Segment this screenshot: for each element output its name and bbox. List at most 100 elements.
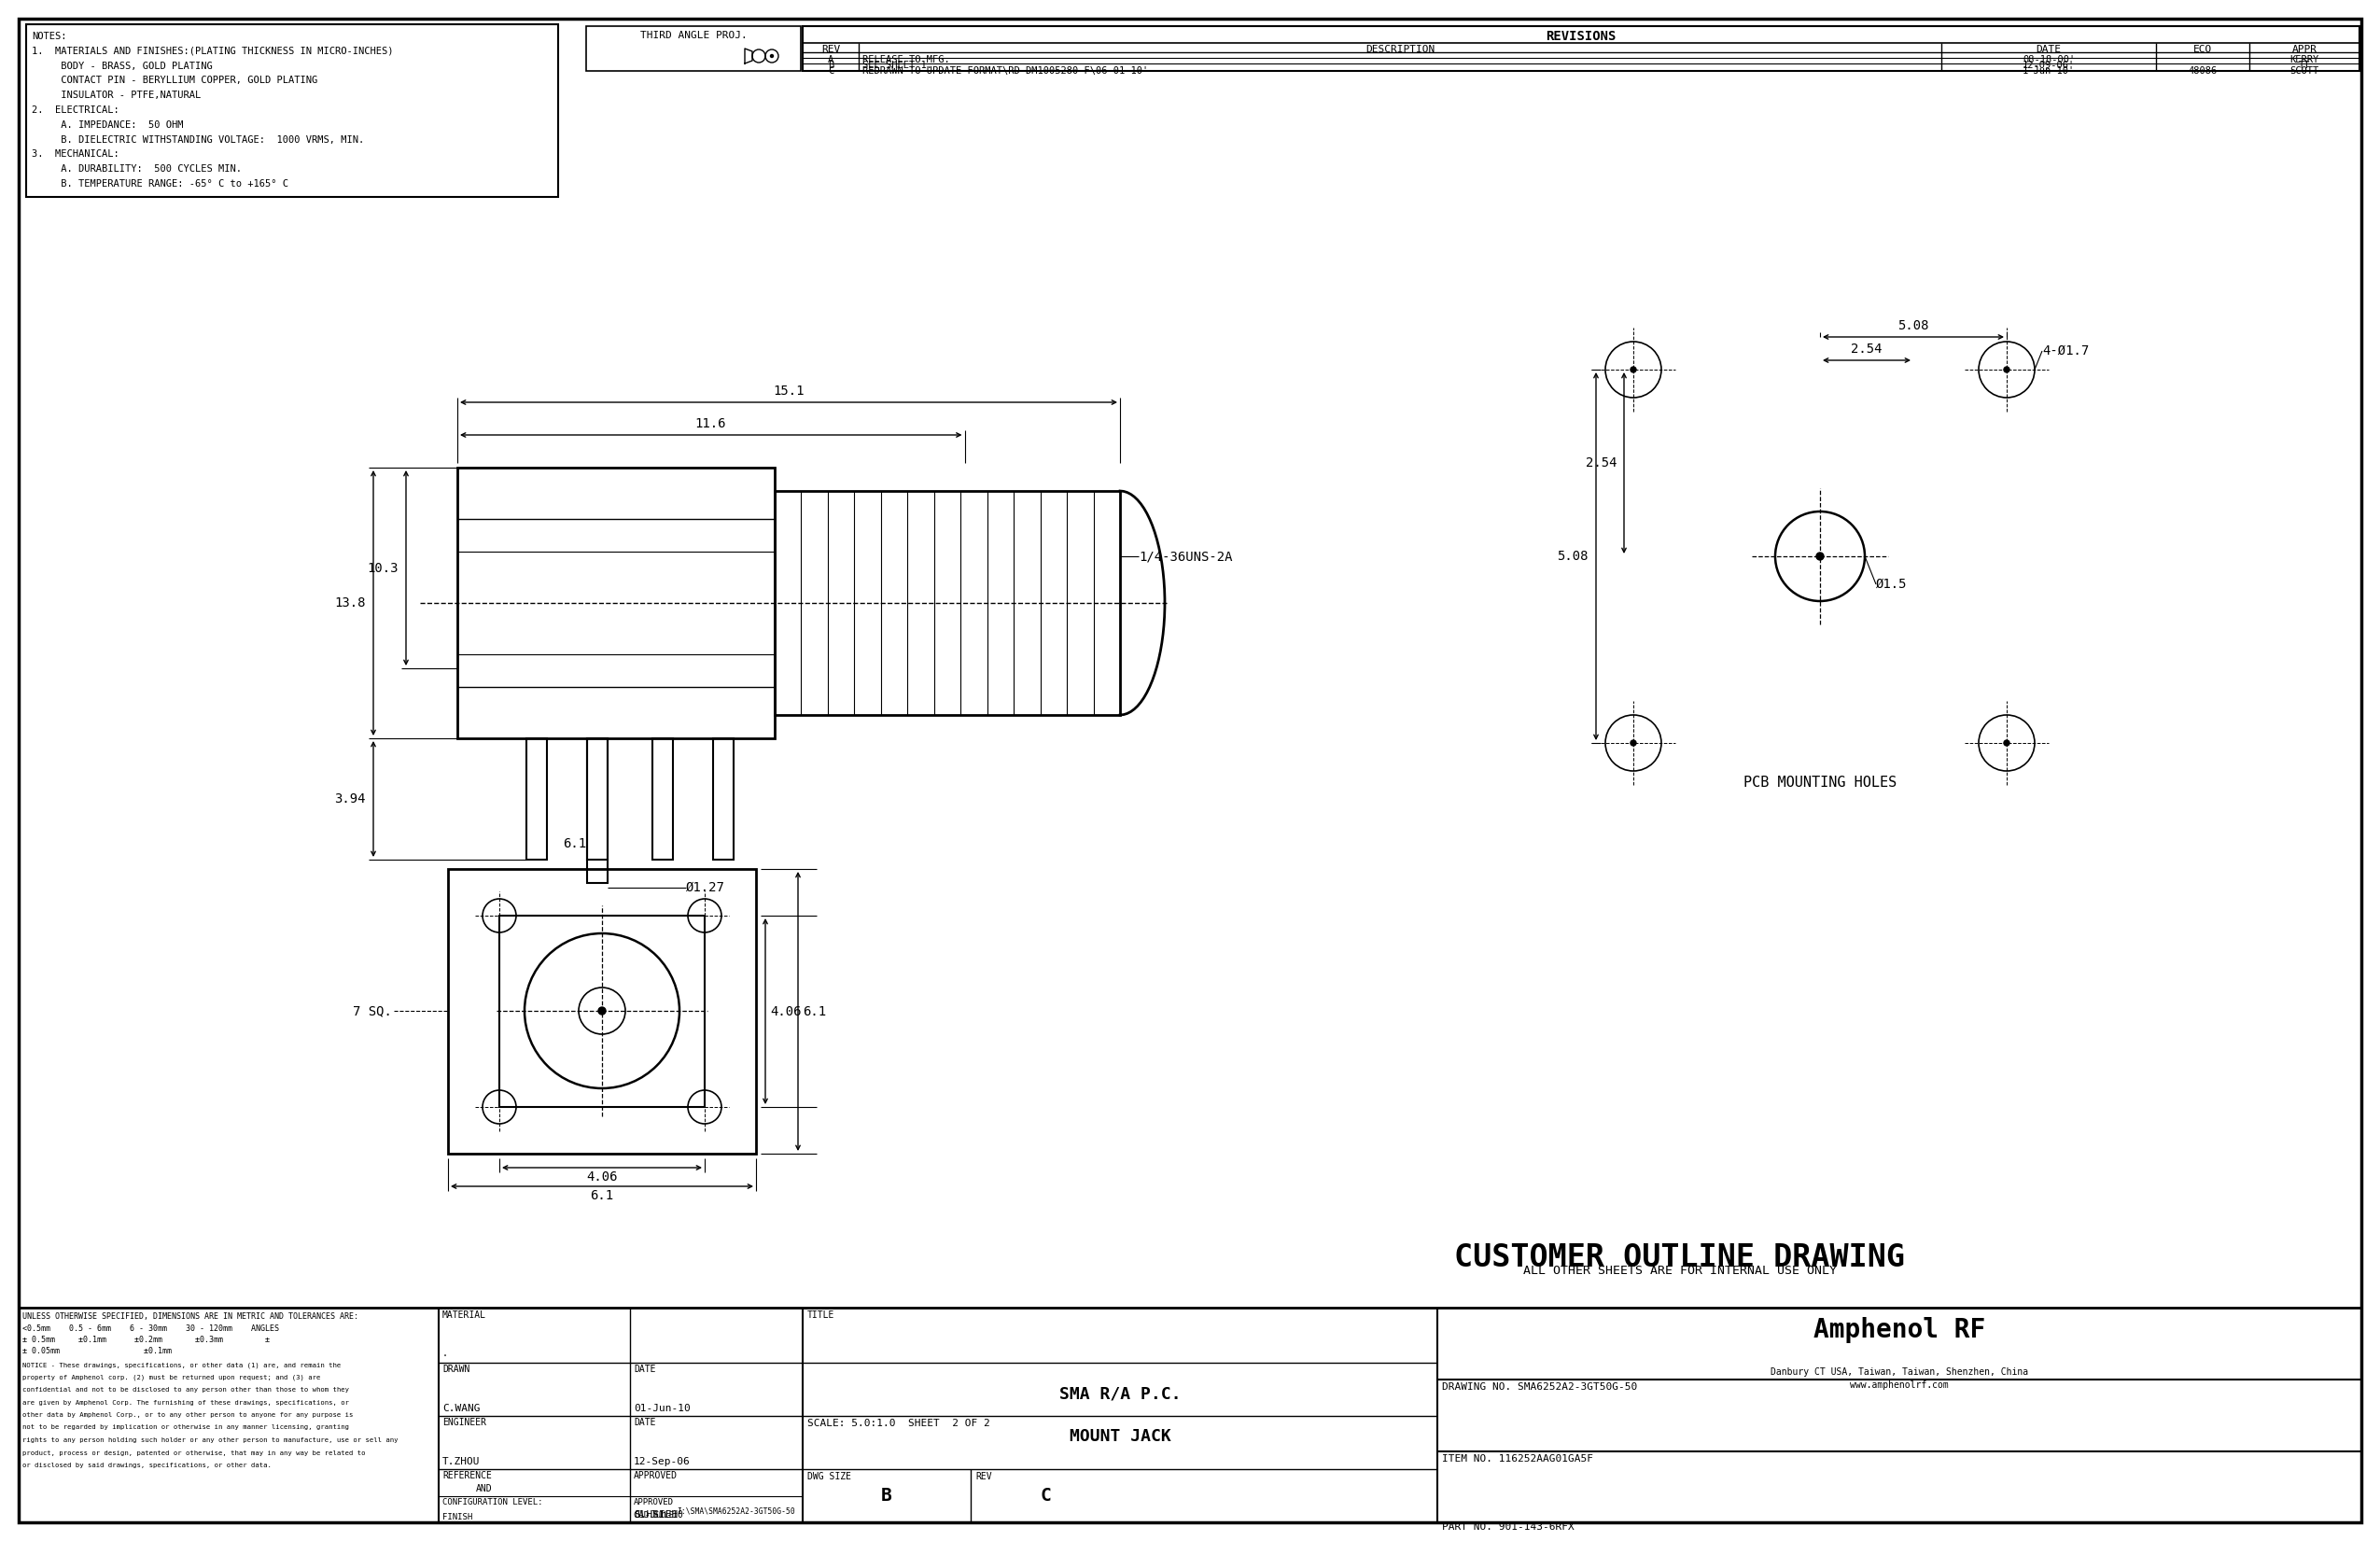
Text: CONTACT PIN - BERYLLIUM COPPER, GOLD PLATING: CONTACT PIN - BERYLLIUM COPPER, GOLD PLA… <box>31 76 317 85</box>
Bar <box>652 738 674 860</box>
Bar <box>526 738 547 860</box>
Text: 12-Sep-06: 12-Sep-06 <box>633 1456 690 1467</box>
Text: 4.06: 4.06 <box>771 1005 802 1019</box>
Text: 6.1: 6.1 <box>562 837 585 851</box>
Text: THIRD ANGLE PROJ.: THIRD ANGLE PROJ. <box>640 31 747 40</box>
Text: DRAWING NO. SMA6252A2-3GT50G-50: DRAWING NO. SMA6252A2-3GT50G-50 <box>1442 1382 1637 1392</box>
Circle shape <box>1630 740 1635 746</box>
Text: ± 0.05mm                  ±0.1mm: ± 0.05mm ±0.1mm <box>21 1347 171 1355</box>
Bar <box>447 869 757 1154</box>
Text: BODY - BRASS, GOLD PLATING: BODY - BRASS, GOLD PLATING <box>31 62 212 71</box>
Text: I:\SMA\SMA6252A2-3GT50G-50: I:\SMA\SMA6252A2-3GT50G-50 <box>676 1507 795 1516</box>
Text: other data by Amphenol Corp., or to any other person to anyone for any purpose i: other data by Amphenol Corp., or to any … <box>21 1412 352 1418</box>
Text: ± 0.5mm     ±0.1mm      ±0.2mm       ±0.3mm         ±: ± 0.5mm ±0.1mm ±0.2mm ±0.3mm ± <box>21 1336 269 1344</box>
Text: ECO: ECO <box>2194 45 2211 54</box>
Text: APPROVED: APPROVED <box>633 1472 678 1481</box>
Bar <box>500 915 704 1106</box>
Text: DATE: DATE <box>2035 45 2061 54</box>
Text: 1/4-36UNS-2A: 1/4-36UNS-2A <box>1138 550 1233 562</box>
Text: PART NO. 901-143-6RFX: PART NO. 901-143-6RFX <box>1442 1523 1573 1532</box>
Text: B. TEMPERATURE RANGE: -65° C to +165° C: B. TEMPERATURE RANGE: -65° C to +165° C <box>31 179 288 188</box>
Text: SMA R/A P.C.: SMA R/A P.C. <box>1059 1385 1180 1402</box>
Text: Danbury CT USA, Taiwan, Taiwan, Shenzhen, China: Danbury CT USA, Taiwan, Taiwan, Shenzhen… <box>1771 1367 2028 1376</box>
Text: REVISIONS: REVISIONS <box>1547 29 1616 43</box>
Text: 1-Jun-10': 1-Jun-10' <box>2023 66 2075 76</box>
Text: 2.54: 2.54 <box>1585 456 1616 470</box>
Text: 11.6: 11.6 <box>695 418 726 430</box>
Text: 01-Jun-10: 01-Jun-10 <box>633 1510 683 1519</box>
Text: Amphenol RF: Amphenol RF <box>1814 1318 1985 1344</box>
Text: rights to any person holding such holder or any other person to manufacture, use: rights to any person holding such holder… <box>21 1438 397 1442</box>
Text: 6.1: 6.1 <box>802 1005 826 1019</box>
Text: 10.3: 10.3 <box>367 562 397 575</box>
Text: C: C <box>828 66 833 76</box>
Text: not to be regarded by implication or otherwise in any manner licensing, granting: not to be regarded by implication or oth… <box>21 1425 350 1430</box>
Text: PCB MOUNTING HOLES: PCB MOUNTING HOLES <box>1742 775 1897 789</box>
Text: 5.08: 5.08 <box>1897 319 1928 333</box>
Text: AND: AND <box>476 1484 493 1493</box>
Text: 4.06: 4.06 <box>585 1171 619 1183</box>
Bar <box>26 25 559 197</box>
Text: www.amphenolrf.com: www.amphenolrf.com <box>1849 1381 1949 1390</box>
Text: DATE: DATE <box>633 1365 655 1375</box>
Text: 4-Ø1.7: 4-Ø1.7 <box>2042 345 2090 358</box>
Text: A. DURABILITY:  500 CYCLES MIN.: A. DURABILITY: 500 CYCLES MIN. <box>31 165 243 174</box>
Text: 2.  ELECTRICAL:: 2. ELECTRICAL: <box>31 105 119 116</box>
Text: 6.1: 6.1 <box>590 1190 614 1202</box>
Text: ITEM NO. 116252AAG01GA5F: ITEM NO. 116252AAG01GA5F <box>1442 1455 1592 1464</box>
Text: FINISH: FINISH <box>443 1513 474 1521</box>
Text: NOTES:: NOTES: <box>31 32 67 42</box>
Text: B: B <box>881 1487 892 1506</box>
Bar <box>19 1308 2361 1523</box>
Text: 12-09-06': 12-09-06' <box>2023 60 2075 69</box>
Text: 01-Jun-10: 01-Jun-10 <box>633 1404 690 1413</box>
Text: 2.54: 2.54 <box>1852 342 1883 356</box>
Text: 7 SQ.: 7 SQ. <box>352 1005 393 1017</box>
Text: MATERIAL: MATERIAL <box>443 1310 486 1319</box>
Text: T.ZHOU: T.ZHOU <box>443 1456 481 1467</box>
Text: C: C <box>1040 1487 1052 1506</box>
Text: product, process or design, patented or otherwise, that may in any way be relate: product, process or design, patented or … <box>21 1450 367 1456</box>
Circle shape <box>2004 367 2009 373</box>
Text: REV: REV <box>821 45 840 54</box>
Text: KERRY: KERRY <box>2290 55 2318 65</box>
Text: DRAWN: DRAWN <box>443 1365 469 1375</box>
Text: REFERENCE: REFERENCE <box>443 1472 493 1481</box>
Text: Ø1.5: Ø1.5 <box>1875 578 1906 590</box>
Text: Ø1.27: Ø1.27 <box>685 881 726 894</box>
Text: A. IMPEDANCE:  50 OHM: A. IMPEDANCE: 50 OHM <box>31 120 183 129</box>
Text: SCALE: 5.0:1.0  SHEET  2 OF 2: SCALE: 5.0:1.0 SHEET 2 OF 2 <box>807 1419 990 1429</box>
Text: .: . <box>443 1348 447 1358</box>
Text: APPROVED: APPROVED <box>633 1498 674 1507</box>
Text: CONFIGURATION LEVEL:: CONFIGURATION LEVEL: <box>443 1498 543 1507</box>
Text: 1.  MATERIALS AND FINISHES:(PLATING THICKNESS IN MICRO-INCHES): 1. MATERIALS AND FINISHES:(PLATING THICK… <box>31 46 393 55</box>
Text: A: A <box>828 55 833 65</box>
Circle shape <box>771 54 774 57</box>
Text: C.WANG: C.WANG <box>443 1404 481 1413</box>
Text: property of Amphenol corp. (2) must be returned upon request; and (3) are: property of Amphenol corp. (2) must be r… <box>21 1375 321 1381</box>
Text: or disclosed by said drawings, specifications, or other data.: or disclosed by said drawings, specifica… <box>21 1462 271 1469</box>
Text: 3.  MECHANICAL:: 3. MECHANICAL: <box>31 149 119 159</box>
Text: INSULATOR - PTFE,NATURAL: INSULATOR - PTFE,NATURAL <box>31 91 200 100</box>
Circle shape <box>597 1008 607 1014</box>
Text: <0.5mm    0.5 - 6mm    6 - 30mm    30 - 120mm    ANGLES: <0.5mm 0.5 - 6mm 6 - 30mm 30 - 120mm ANG… <box>21 1324 278 1333</box>
Circle shape <box>2004 740 2009 746</box>
Text: are given by Amphenol Corp. The furnishing of these drawings, specifications, or: are given by Amphenol Corp. The furnishi… <box>21 1399 350 1405</box>
Bar <box>802 26 2359 71</box>
Text: UNLESS OTHERWISE SPECIFIED, DIMENSIONS ARE IN METRIC AND TOLERANCES ARE:: UNLESS OTHERWISE SPECIFIED, DIMENSIONS A… <box>21 1313 359 1321</box>
Bar <box>457 467 774 738</box>
Text: CUSTOMER OUTLINE DRAWING: CUSTOMER OUTLINE DRAWING <box>1454 1242 1906 1273</box>
Bar <box>714 738 733 860</box>
Bar <box>588 738 607 860</box>
Text: 15.1: 15.1 <box>774 385 804 398</box>
Circle shape <box>1630 367 1635 373</box>
Text: 3.94: 3.94 <box>336 792 367 806</box>
Text: 08-18-00': 08-18-00' <box>2023 55 2075 65</box>
Text: MOUNT JACK: MOUNT JACK <box>1069 1429 1171 1445</box>
Text: 48086: 48086 <box>2187 66 2218 76</box>
Bar <box>588 738 607 883</box>
Text: B: B <box>828 60 833 69</box>
Text: TT: TT <box>2299 60 2311 69</box>
Text: ENGINEER: ENGINEER <box>443 1418 486 1427</box>
Text: S.HSIEH: S.HSIEH <box>633 1510 678 1519</box>
